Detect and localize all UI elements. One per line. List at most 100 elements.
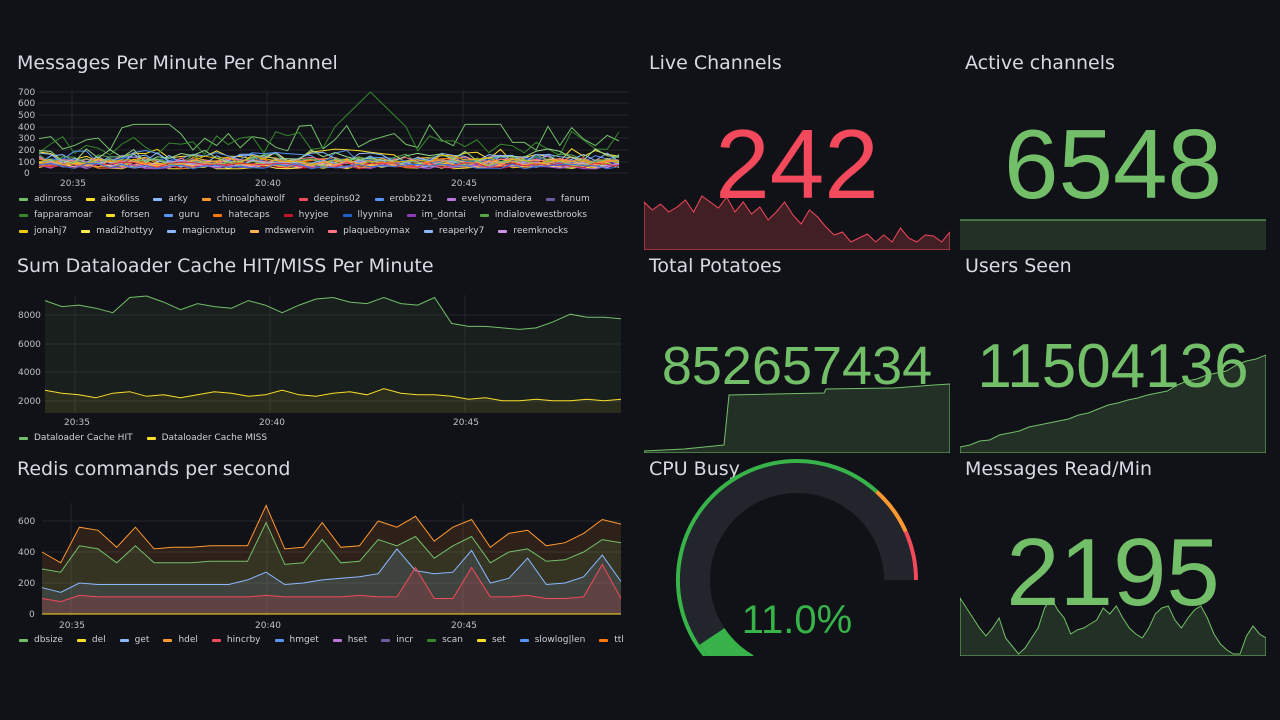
dataloader-chart[interactable]: 8000 6000 4000 2000 20:35 20:40 20:45	[17, 255, 631, 430]
legend-item[interactable]: mdswervin	[249, 224, 314, 238]
y-tick: 400	[18, 548, 35, 558]
legend-label: forsen	[121, 210, 150, 220]
legend-item[interactable]: aiko6liss	[85, 192, 139, 206]
x-tick: 20:45	[453, 418, 479, 428]
legend-item[interactable]: get	[119, 633, 150, 647]
legend-item[interactable]: dbsize	[19, 633, 63, 647]
messages-read-panel[interactable]: Messages Read/Min 2195	[960, 458, 1266, 656]
legend-item[interactable]: slowlog|len	[519, 633, 586, 647]
cpu-busy-panel[interactable]: CPU Busy 11.0%	[644, 458, 950, 656]
y-tick: 6000	[18, 340, 41, 350]
legend-label: hyyjoe	[298, 210, 329, 220]
legend-item[interactable]: Dataloader Cache MISS	[146, 431, 267, 445]
legend-label: hset	[347, 635, 368, 645]
legend-swatch	[446, 197, 456, 201]
legend-label: set	[491, 635, 506, 645]
legend-label: hmget	[289, 635, 319, 645]
legend-item[interactable]: scan	[427, 633, 463, 647]
redis-chart[interactable]: 600 400 200 0 20:35 20:40 20:45	[17, 458, 631, 633]
legend-item[interactable]: chinoalphawolf	[201, 192, 285, 206]
legend-label: im_dontai	[421, 210, 466, 220]
legend-item[interactable]: hyyjoe	[283, 208, 329, 222]
legend-label: llyynina	[357, 210, 393, 220]
legend-item[interactable]: deepins02	[298, 192, 361, 206]
legend-item[interactable]: arky	[153, 192, 188, 206]
y-tick: 2000	[18, 397, 41, 407]
messages-chart[interactable]: 700 600 500 400 300 200 100 0 20:35 20:4…	[17, 52, 631, 187]
legend-item[interactable]: whisqey	[432, 240, 484, 242]
legend-item[interactable]: ttl	[599, 633, 624, 647]
redis-commands-panel[interactable]: Redis commands per second 600 400 200 0 …	[17, 458, 631, 650]
band-area	[42, 548, 621, 614]
active-channels-panel[interactable]: Active channels 6548	[960, 52, 1266, 250]
legend-item[interactable]: ultradan_	[361, 240, 418, 242]
legend-item[interactable]: plaqueboymax	[328, 224, 410, 238]
y-tick: 100	[18, 158, 35, 168]
legend-item[interactable]: hatecaps	[213, 208, 270, 222]
legend-item[interactable]: Dataloader Cache HIT	[19, 431, 133, 445]
series-line	[38, 154, 620, 166]
legend-label: magicnxtup	[182, 226, 236, 236]
legend-label: fapparamoar	[34, 210, 93, 220]
miss-area	[45, 388, 621, 413]
legend-item[interactable]: toptierkid	[288, 240, 346, 242]
legend-item[interactable]: madi2hottyy	[81, 224, 153, 238]
legend-item[interactable]: hdel	[163, 633, 198, 647]
series-line	[41, 504, 622, 564]
legend-label: Dataloader Cache HIT	[34, 433, 133, 443]
legend-item[interactable]: forsen	[106, 208, 150, 222]
legend-item[interactable]: jonahj7	[19, 224, 67, 238]
legend-label: slowlog|len	[534, 635, 586, 645]
legend-label: get	[134, 635, 150, 645]
legend-item[interactable]: sunnys	[227, 240, 274, 242]
legend-item[interactable]: rockoutli	[19, 240, 73, 242]
legend-item[interactable]: magicnxtup	[167, 224, 236, 238]
legend-item[interactable]: fanum	[545, 192, 590, 206]
stat-value: 6548	[1003, 109, 1222, 219]
gauge-value: 11.0%	[741, 598, 853, 642]
legend-swatch	[479, 213, 489, 217]
legend-item[interactable]: llyynina	[342, 208, 393, 222]
legend-swatch	[167, 229, 177, 233]
stat-value: 2195	[1006, 519, 1220, 626]
legend-item[interactable]: hmget	[274, 633, 319, 647]
legend-label: scan	[442, 635, 463, 645]
messages-per-minute-panel[interactable]: Messages Per Minute Per Channel 700 600 …	[17, 52, 631, 242]
live-channels-panel[interactable]: Live Channels 242	[644, 52, 950, 250]
cpu-gauge	[675, 459, 918, 656]
legend-item[interactable]: del	[76, 633, 106, 647]
legend-item[interactable]: hincrby	[211, 633, 261, 647]
legend-swatch	[342, 213, 352, 217]
legend-item[interactable]: guru	[163, 208, 199, 222]
legend-item[interactable]: reemknocks	[498, 224, 568, 238]
legend-swatch	[19, 213, 28, 217]
legend-label: hatecaps	[228, 210, 270, 220]
legend-item[interactable]: saucekill	[159, 240, 213, 242]
total-potatoes-sparkline	[644, 383, 950, 453]
series-line	[38, 91, 620, 156]
legend-swatch	[274, 638, 284, 642]
legend-item[interactable]: incr	[381, 633, 413, 647]
legend-swatch	[76, 638, 86, 642]
legend-label: evelynomadera	[461, 194, 532, 204]
legend-item[interactable]: indialovewestbrooks	[479, 208, 587, 222]
users-seen-sparkline	[960, 354, 1266, 453]
legend-item[interactable]: set	[476, 633, 506, 647]
legend-label: chinoalphawolf	[216, 194, 285, 204]
legend-item[interactable]: samifying	[87, 240, 146, 242]
total-potatoes-panel[interactable]: Total Potatoes 852657434	[644, 255, 950, 453]
legend-swatch	[599, 638, 609, 642]
legend-item[interactable]: fapparamoar	[19, 208, 92, 222]
legend-item[interactable]: reaperky7	[423, 224, 484, 238]
y-tick: 8000	[18, 311, 41, 321]
legend-item[interactable]: adinross	[19, 192, 72, 206]
series-line	[38, 159, 620, 168]
dataloader-cache-panel[interactable]: Sum Dataloader Cache HIT/MISS Per Minute…	[17, 255, 631, 445]
band-area	[42, 522, 621, 614]
legend-item[interactable]: im_dontai	[406, 208, 466, 222]
legend-item[interactable]: erobb221	[374, 192, 433, 206]
users-seen-panel[interactable]: Users Seen 11504136	[960, 255, 1266, 453]
legend-item[interactable]: hset	[332, 633, 368, 647]
legend-item[interactable]: evelynomadera	[446, 192, 532, 206]
legend-swatch	[498, 229, 508, 233]
